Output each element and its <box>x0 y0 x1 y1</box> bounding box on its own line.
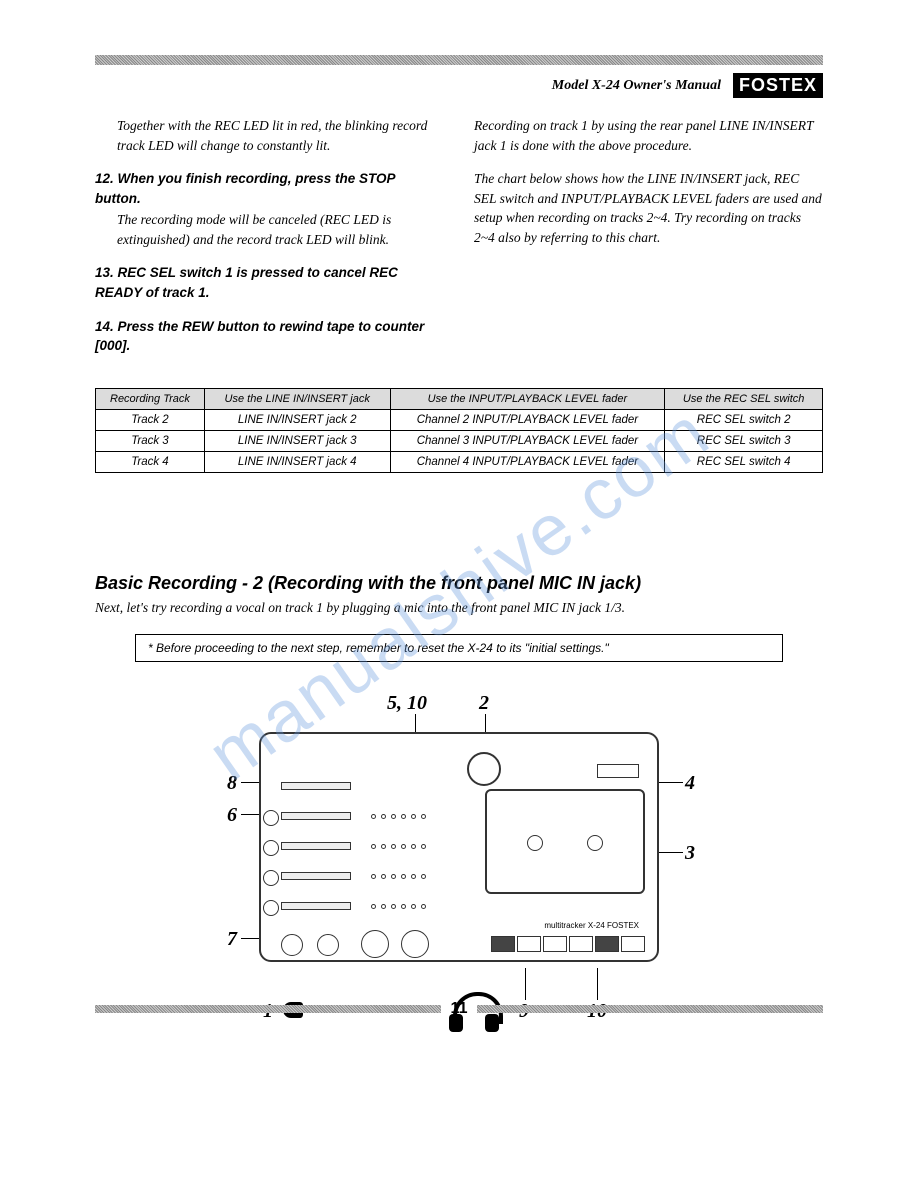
callout-2: 2 <box>479 692 489 715</box>
rec-sel-row <box>371 904 426 909</box>
header-divider <box>95 55 823 65</box>
page-number: 11 <box>451 1000 468 1018</box>
mic-jack <box>281 934 303 956</box>
brand-logo: FOSTEX <box>733 73 823 98</box>
channel-fader <box>281 812 351 820</box>
callout-5-10: 5, 10 <box>387 692 427 715</box>
th-line-in: Use the LINE IN/INSERT jack <box>204 388 390 409</box>
th-level-fader: Use the INPUT/PLAYBACK LEVEL fader <box>390 388 665 409</box>
callout-3: 3 <box>685 842 695 865</box>
page-footer: 11 <box>95 1000 823 1018</box>
control-knob <box>361 930 389 958</box>
device-model-label: multitracker X-24 FOSTEX <box>544 921 639 930</box>
table-row: Track 4 LINE IN/INSERT jack 4 Channel 4 … <box>96 451 823 472</box>
rec-sel-row <box>371 874 426 879</box>
cell: Channel 3 INPUT/PLAYBACK LEVEL fader <box>390 430 665 451</box>
callout-7: 7 <box>227 928 237 951</box>
step-14-heading: 14. Press the REW button to rewind tape … <box>95 317 444 356</box>
cassette-door <box>485 789 645 894</box>
play-button <box>517 936 541 952</box>
th-rec-sel: Use the REC SEL switch <box>665 388 823 409</box>
section-heading: Basic Recording - 2 (Recording with the … <box>95 573 823 594</box>
channel-fader <box>281 902 351 910</box>
pause-button <box>621 936 645 952</box>
cell: LINE IN/INSERT jack 4 <box>204 451 390 472</box>
intro-paragraph: Together with the REC LED lit in red, th… <box>95 116 444 155</box>
rec-sel-row <box>371 814 426 819</box>
manual-title: Model X-24 Owner's Manual <box>552 78 721 93</box>
pan-knob <box>263 900 279 916</box>
table-row: Track 3 LINE IN/INSERT jack 3 Channel 3 … <box>96 430 823 451</box>
cell: Track 3 <box>96 430 205 451</box>
step-12-body: The recording mode will be canceled (REC… <box>95 210 444 249</box>
callout-4: 4 <box>685 772 695 795</box>
pan-knob <box>263 810 279 826</box>
cell: REC SEL switch 4 <box>665 451 823 472</box>
header: Model X-24 Owner's Manual FOSTEX <box>95 73 823 98</box>
transport-controls <box>491 936 645 952</box>
callout-8: 8 <box>227 772 237 795</box>
two-column-text: Together with the REC LED lit in red, th… <box>95 116 823 358</box>
footer-bar-right <box>477 1005 823 1013</box>
cell: Track 2 <box>96 409 205 430</box>
device-diagram: 5, 10 2 8 6 7 1 4 3 9 10 <box>139 692 779 1052</box>
pan-knob <box>263 870 279 886</box>
right-p1: Recording on track 1 by using the rear p… <box>474 116 823 155</box>
footer-bar-left <box>95 1005 441 1013</box>
reset-button-area <box>597 764 639 778</box>
rec-sel-row <box>371 844 426 849</box>
th-recording-track: Recording Track <box>96 388 205 409</box>
cell: Channel 4 INPUT/PLAYBACK LEVEL fader <box>390 451 665 472</box>
cell: Track 4 <box>96 451 205 472</box>
section-subtext: Next, let's try recording a vocal on tra… <box>95 600 823 616</box>
control-knob <box>401 930 429 958</box>
mic-jack <box>317 934 339 956</box>
rec-button <box>491 936 515 952</box>
master-fader <box>281 782 351 790</box>
ff-button <box>569 936 593 952</box>
rew-button <box>543 936 567 952</box>
right-p2: The chart below shows how the LINE IN/IN… <box>474 169 823 247</box>
callout-6: 6 <box>227 804 237 827</box>
step-12-heading: 12. When you finish recording, press the… <box>95 169 444 208</box>
recording-track-table: Recording Track Use the LINE IN/INSERT j… <box>95 388 823 473</box>
pitch-knob <box>467 752 501 786</box>
step-13-heading: 13. REC SEL switch 1 is pressed to cance… <box>95 263 444 302</box>
right-column: Recording on track 1 by using the rear p… <box>474 116 823 358</box>
leader-line <box>597 968 598 1000</box>
reset-note-box: * Before proceeding to the next step, re… <box>135 634 783 662</box>
stop-button <box>595 936 619 952</box>
left-column: Together with the REC LED lit in red, th… <box>95 116 444 358</box>
device-body: multitracker X-24 FOSTEX <box>259 732 659 962</box>
channel-fader <box>281 842 351 850</box>
channel-fader <box>281 872 351 880</box>
leader-line <box>525 968 526 1000</box>
table-row: Track 2 LINE IN/INSERT jack 2 Channel 2 … <box>96 409 823 430</box>
cell: LINE IN/INSERT jack 2 <box>204 409 390 430</box>
cell: REC SEL switch 2 <box>665 409 823 430</box>
cell: REC SEL switch 3 <box>665 430 823 451</box>
pan-knob <box>263 840 279 856</box>
cell: Channel 2 INPUT/PLAYBACK LEVEL fader <box>390 409 665 430</box>
cell: LINE IN/INSERT jack 3 <box>204 430 390 451</box>
